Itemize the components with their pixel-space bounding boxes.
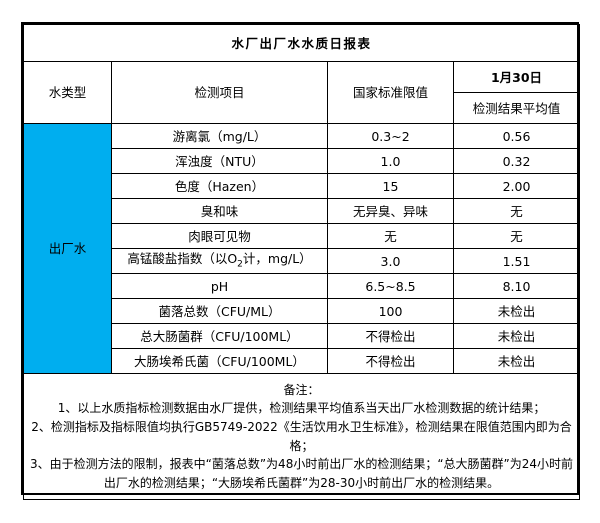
header-row-top: 水类型 检测项目 国家标准限值 1月30日 xyxy=(23,61,581,124)
measured-value: 未检出 xyxy=(452,298,581,324)
header-water-type: 水类型 xyxy=(23,61,112,124)
notes-line-2: 2、检测指标及指标限值均执行GB5749-2022《生活饮用水卫生标准》，检测结… xyxy=(31,419,572,453)
test-item-name: 大肠埃希氏菌（CFU/100ML） xyxy=(111,348,328,374)
measured-value: 1.51 xyxy=(452,248,581,274)
measured-value: 0.56 xyxy=(452,123,581,149)
standard-value: 无 xyxy=(327,223,454,249)
header-result-average: 检测结果平均值 xyxy=(452,92,581,124)
notes-line-3: 3、由于检测方法的限制，报表中“菌落总数”为48小时前出厂水的检测结果；“总大肠… xyxy=(29,457,574,490)
header-test-item: 检测项目 xyxy=(111,61,328,124)
header-row-bottom: 检测结果平均值 xyxy=(24,92,581,124)
test-item-name: 总大肠菌群（CFU/100ML） xyxy=(111,323,328,349)
table-row: 色度（Hazen） 15 2.00 xyxy=(24,173,581,199)
test-item-subscript: 2 xyxy=(237,259,243,270)
test-item-name: pH xyxy=(111,273,328,299)
header-date: 1月30日 xyxy=(452,61,581,93)
standard-value: 15 xyxy=(327,173,454,199)
measured-value: 未检出 xyxy=(452,348,581,374)
test-item-name: 肉眼可见物 xyxy=(111,223,328,249)
table-row: pH 6.5~8.5 8.10 xyxy=(24,273,581,299)
standard-value: 6.5~8.5 xyxy=(327,273,454,299)
test-item-name-head: 高锰酸盐指数（以O xyxy=(127,251,238,267)
water-type-cell: 出厂水 xyxy=(23,123,112,374)
test-item-name: 臭和味 xyxy=(111,198,328,224)
test-item-name: 高锰酸盐指数（以O2计，mg/L） xyxy=(111,248,328,274)
measured-value: 8.10 xyxy=(452,273,581,299)
standard-value: 无异臭、异味 xyxy=(327,198,454,224)
table-row: 大肠埃希氏菌（CFU/100ML） 不得检出 未检出 xyxy=(24,348,581,374)
table-row: 肉眼可见物 无 无 xyxy=(24,223,581,249)
test-item-name: 色度（Hazen） xyxy=(111,173,328,199)
table-row: 臭和味 无异臭、异味 无 xyxy=(24,198,581,224)
standard-value: 0.3~2 xyxy=(327,123,454,149)
measured-value: 2.00 xyxy=(452,173,581,199)
test-item-name: 菌落总数（CFU/ML） xyxy=(111,298,328,324)
header-national-standard: 国家标准限值 xyxy=(327,61,454,124)
measured-value: 无 xyxy=(452,198,581,224)
test-item-name: 浑浊度（NTU） xyxy=(111,148,328,174)
table-row: 出厂水 游离氯（mg/L） 0.3~2 0.56 xyxy=(23,123,581,374)
standard-value: 3.0 xyxy=(327,248,454,274)
notes-section: 备注： 1、以上水质指标检测数据由水厂提供，检测结果平均值系当天出厂水检测数据的… xyxy=(22,373,581,500)
table-row: 浑浊度（NTU） 1.0 0.32 xyxy=(24,148,581,174)
table-row: 高锰酸盐指数（以O2计，mg/L） 3.0 1.51 xyxy=(24,248,581,274)
standard-value: 100 xyxy=(327,298,454,324)
measured-value: 0.32 xyxy=(452,148,581,174)
standard-value: 不得检出 xyxy=(327,348,454,374)
test-item-name-tail: 计，mg/L） xyxy=(242,251,312,267)
water-quality-table: 水厂出厂水水质日报表 水类型 检测项目 国家标准限值 1月30日 检测结果平均值… xyxy=(22,24,581,500)
standard-value: 不得检出 xyxy=(327,323,454,349)
standard-value: 1.0 xyxy=(327,148,454,174)
report-title: 水厂出厂水水质日报表 xyxy=(22,24,581,62)
notes-heading: 备注： xyxy=(283,382,320,397)
measured-value: 无 xyxy=(452,223,581,249)
report-frame: 水厂出厂水水质日报表 水类型 检测项目 国家标准限值 1月30日 检测结果平均值… xyxy=(21,22,581,500)
test-item-name: 游离氯（mg/L） xyxy=(111,123,328,149)
table-row: 菌落总数（CFU/ML） 100 未检出 xyxy=(24,298,581,324)
title-row: 水厂出厂水水质日报表 xyxy=(22,24,581,62)
notes-line-1: 1、以上水质指标检测数据由水厂提供，检测结果平均值系当天出厂水检测数据的统计结果… xyxy=(57,401,546,416)
notes-row: 备注： 1、以上水质指标检测数据由水厂提供，检测结果平均值系当天出厂水检测数据的… xyxy=(22,373,581,500)
measured-value: 未检出 xyxy=(452,323,581,349)
